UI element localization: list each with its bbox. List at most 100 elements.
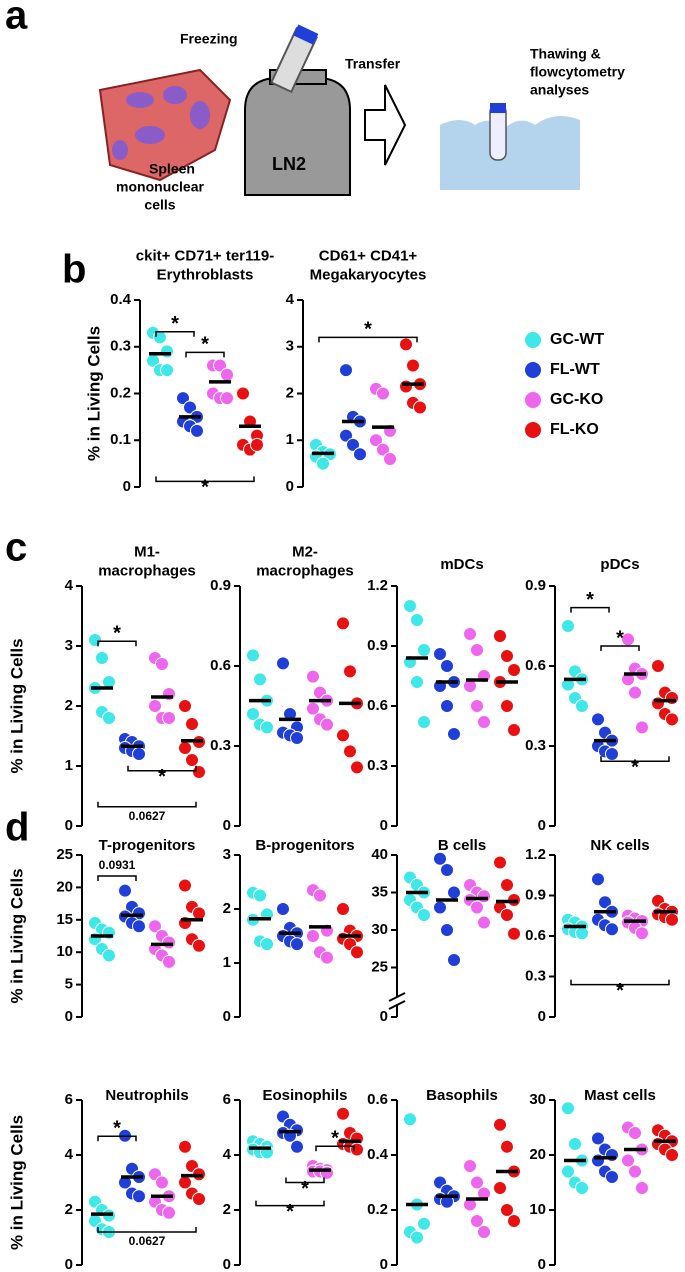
- dot: [320, 1165, 334, 1180]
- dot: [470, 1175, 484, 1190]
- dot: [162, 711, 176, 725]
- dot: [417, 643, 431, 657]
- dot: [470, 900, 484, 915]
- dot: [507, 926, 521, 941]
- dot: [178, 878, 192, 893]
- panel-label: c: [5, 526, 27, 570]
- panel-label: d: [5, 806, 29, 850]
- y-tick-label: 0: [538, 1008, 546, 1025]
- dot: [477, 1225, 491, 1239]
- dot: [399, 337, 413, 352]
- dot: [320, 950, 334, 965]
- significance-bracket: [600, 645, 640, 651]
- dot: [290, 1139, 304, 1154]
- dot: [336, 728, 350, 743]
- dot: [410, 1230, 424, 1245]
- dot: [350, 760, 364, 775]
- dot: [246, 707, 260, 721]
- y-tick-label: 6: [65, 1091, 73, 1108]
- dot: [507, 1214, 521, 1228]
- significance-bracket: [600, 756, 670, 762]
- y-tick-label: 0: [123, 478, 131, 495]
- dot: [651, 659, 665, 673]
- dot: [250, 437, 264, 452]
- dot: [190, 423, 204, 438]
- schematic-label: LN2: [272, 154, 306, 174]
- y-tick-label: 0.9: [210, 577, 231, 594]
- chart-title: ckit+ CD71+ ter119-: [136, 247, 274, 264]
- dot: [605, 1148, 619, 1162]
- panel-label: a: [5, 0, 28, 38]
- chart-title: Megakaryocytes: [310, 266, 427, 283]
- dot: [306, 669, 320, 684]
- y-tick-label: 0.9: [525, 577, 546, 594]
- significance-label: *: [616, 627, 624, 649]
- y-tick-label: 0: [65, 1008, 73, 1025]
- dot: [591, 1131, 605, 1146]
- y-tick-label: 10: [529, 1201, 546, 1218]
- y-tick-label: 0: [65, 817, 73, 834]
- dot: [192, 906, 206, 921]
- legend-label: FL-KO: [550, 421, 599, 438]
- chart-title: B-progenitors: [255, 837, 354, 854]
- y-tick-label: 0.3: [367, 757, 388, 774]
- legend-label: GC-KO: [550, 391, 603, 408]
- chart-title: mDCs: [440, 556, 483, 573]
- dot: [463, 1159, 477, 1173]
- dot: [665, 912, 679, 927]
- dot: [185, 753, 199, 767]
- chart-title: Erythroblasts: [157, 266, 254, 283]
- dot: [316, 456, 330, 471]
- significance-label: *: [631, 756, 639, 778]
- significance-bracket: [155, 476, 255, 483]
- y-tick-label: 0: [286, 478, 294, 495]
- dot: [507, 663, 521, 677]
- dot: [621, 1153, 635, 1168]
- dot: [561, 1101, 575, 1116]
- y-tick-label: 0.1: [110, 431, 131, 448]
- y-tick-label: 0.3: [110, 338, 131, 355]
- dot: [433, 851, 447, 866]
- y-tick-label: 4: [286, 291, 295, 308]
- schematic-label: cells: [144, 197, 175, 213]
- dot: [132, 747, 146, 761]
- dot: [220, 391, 234, 406]
- legend-label: GC-WT: [550, 331, 604, 348]
- dot: [399, 379, 413, 394]
- y-tick-label: 0.2: [367, 1201, 388, 1218]
- significance-bracket: [570, 979, 670, 986]
- significance-bracket: [127, 765, 197, 772]
- chart-title: Basophils: [426, 1087, 498, 1104]
- y-tick-label: 3: [223, 846, 231, 863]
- dot: [160, 344, 174, 359]
- dot: [470, 1214, 484, 1228]
- y-tick-label: 0: [380, 1008, 388, 1025]
- y-tick-label: 20: [529, 1146, 546, 1163]
- dot: [500, 878, 514, 892]
- y-tick-label: 0: [223, 1256, 231, 1272]
- y-tick-label: 0.9: [367, 637, 388, 654]
- chart-title: NK cells: [590, 837, 649, 854]
- schematic-label: flowcytometry: [530, 64, 625, 80]
- dot: [477, 715, 491, 729]
- dot: [155, 657, 169, 671]
- dot: [306, 929, 320, 943]
- y-tick-label: 0.3: [210, 737, 231, 754]
- y-tick-label: 30: [529, 1091, 546, 1108]
- schematic-label: Freezing: [180, 31, 238, 47]
- dot: [500, 908, 514, 922]
- dot: [433, 647, 447, 661]
- schematic-label: analyses: [530, 82, 589, 98]
- y-tick-label: 4: [65, 577, 74, 594]
- dot: [561, 1164, 575, 1179]
- y-tick-label: 2: [223, 1201, 231, 1218]
- dot: [470, 699, 484, 713]
- dot: [665, 712, 679, 727]
- y-tick-label: 15: [56, 911, 73, 928]
- dot: [350, 945, 364, 960]
- dot: [500, 699, 514, 713]
- dot: [178, 1139, 192, 1154]
- y-axis-label: % in Living Cells: [7, 638, 26, 773]
- dot: [440, 659, 454, 673]
- significance-label: 0.0627: [129, 1234, 166, 1248]
